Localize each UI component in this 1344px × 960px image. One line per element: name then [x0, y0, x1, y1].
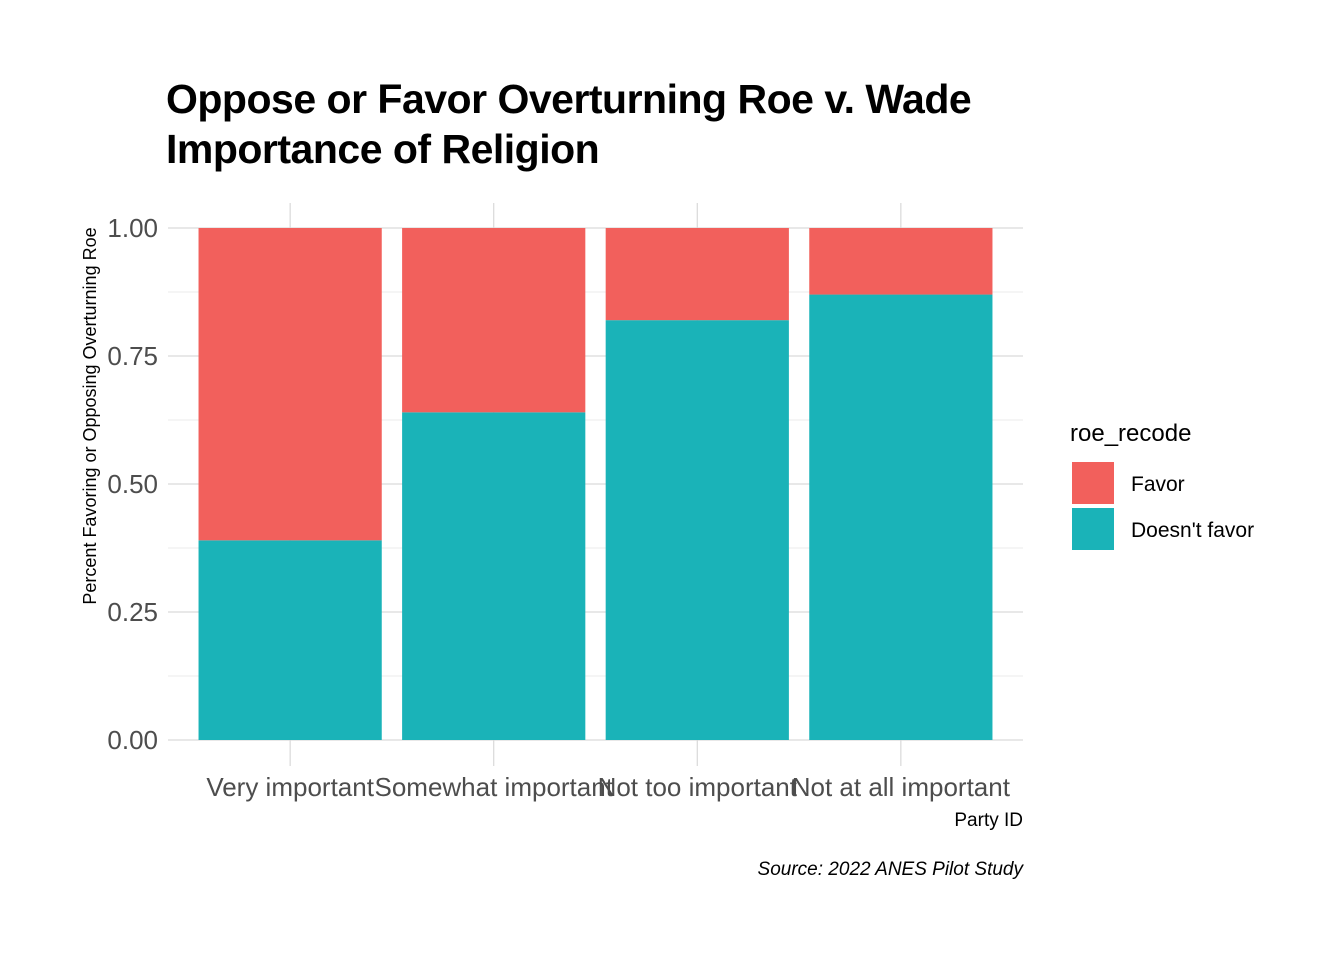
y-tick-label: 0.75	[107, 341, 158, 371]
chart-subtitle: Importance of Religion	[166, 126, 600, 172]
y-tick-label: 1.00	[107, 213, 158, 243]
x-tick-label: Not at all important	[792, 772, 1011, 802]
y-tick-label: 0.00	[107, 725, 158, 755]
x-axis-title: Party ID	[954, 810, 1023, 831]
y-tick-label: 0.25	[107, 597, 158, 627]
legend: roe_recode Favor Doesn't favor	[1070, 420, 1254, 550]
bar-doesn-t-favor	[809, 294, 993, 740]
bar-doesn-t-favor	[198, 540, 382, 740]
bar-favor	[198, 228, 382, 541]
chart-title: Oppose or Favor Overturning Roe v. Wade	[166, 76, 972, 122]
bar-favor	[402, 228, 586, 413]
bar-doesn-t-favor	[402, 412, 586, 740]
legend-label: Favor	[1131, 473, 1185, 496]
y-axis-title: Percent Favoring or Opposing Overturning…	[80, 227, 100, 604]
legend-key	[1072, 508, 1114, 550]
x-tick-label: Not too important	[598, 772, 798, 802]
legend-label: Doesn't favor	[1131, 519, 1254, 542]
bar-favor	[809, 228, 993, 295]
y-tick-label: 0.50	[107, 469, 158, 499]
bar-favor	[605, 228, 789, 321]
caption: Source: 2022 ANES Pilot Study	[758, 859, 1025, 880]
bar-doesn-t-favor	[605, 320, 789, 740]
x-tick-label: Somewhat important	[374, 772, 613, 802]
x-tick-label: Very important	[206, 772, 374, 802]
legend-title: roe_recode	[1070, 420, 1191, 447]
legend-key	[1072, 462, 1114, 504]
